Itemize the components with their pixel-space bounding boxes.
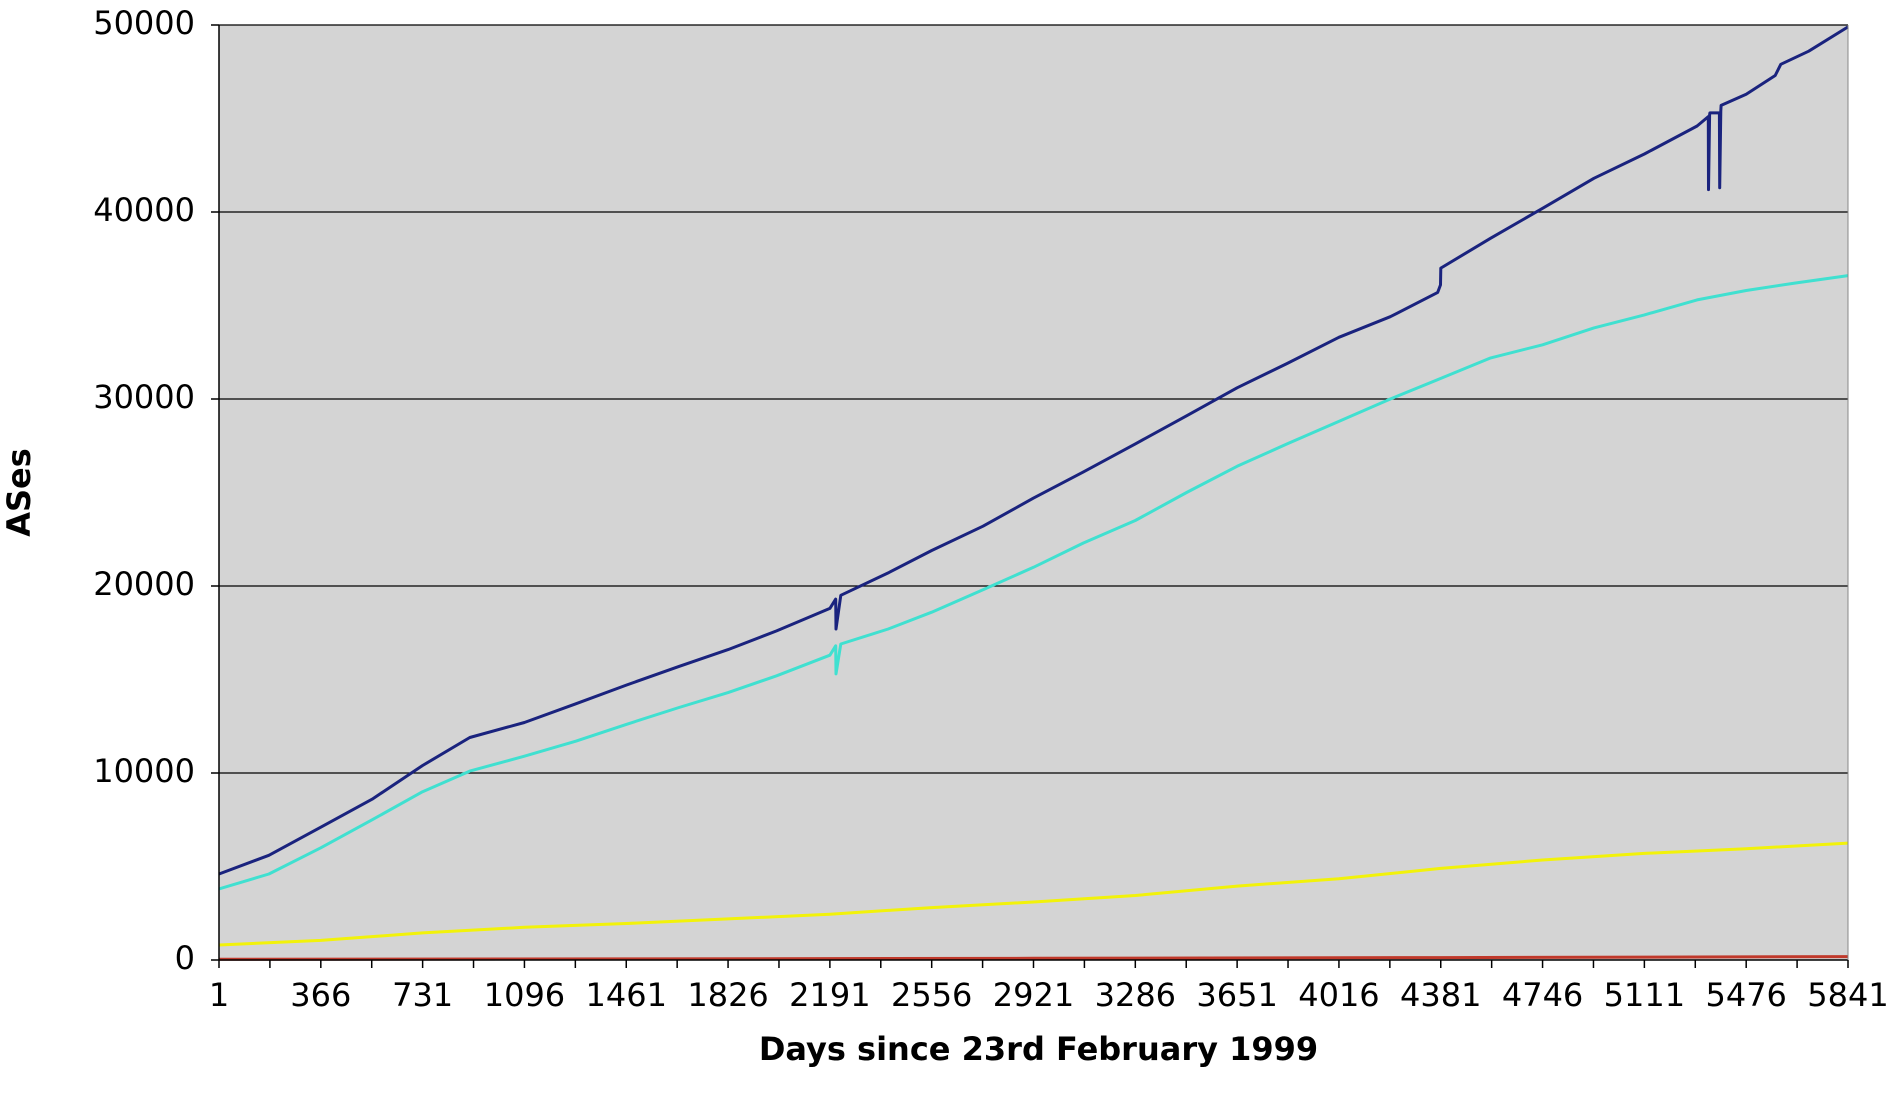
x-tick-label: 3286 bbox=[1095, 976, 1176, 1014]
x-tick-label: 1826 bbox=[687, 976, 768, 1014]
y-tick-label: 40000 bbox=[93, 191, 195, 229]
x-tick-label: 5476 bbox=[1705, 976, 1786, 1014]
series-line-1 bbox=[218, 25, 1849, 876]
y-tick-labels: 0 10000 20000 30000 40000 50000 bbox=[93, 4, 195, 977]
x-tick-label: 5841 bbox=[1807, 976, 1886, 1014]
x-tick-label: 2921 bbox=[993, 976, 1074, 1014]
y-tick-label: 10000 bbox=[93, 752, 195, 790]
x-tick-label: 731 bbox=[392, 976, 453, 1014]
x-tick-label: 3651 bbox=[1196, 976, 1277, 1014]
x-tick-label: 1 bbox=[209, 976, 229, 1014]
x-tick-label: 1461 bbox=[586, 976, 667, 1014]
x-tick-label: 366 bbox=[290, 976, 351, 1014]
x-tick-label: 4016 bbox=[1298, 976, 1379, 1014]
x-axis-title: Days since 23rd February 1999 bbox=[759, 1030, 1318, 1068]
y-tick-label: 30000 bbox=[93, 378, 195, 416]
series-line-3 bbox=[218, 841, 1849, 947]
x-tick-labels: 1 366 731 1096 1461 1826 2191 2556 2921 3286 3651 4… bbox=[209, 976, 1886, 1014]
x-tick-label: 4381 bbox=[1400, 976, 1481, 1014]
plot-area bbox=[219, 25, 1848, 960]
gridlines bbox=[211, 24, 1848, 961]
x-tick-label: 2556 bbox=[891, 976, 972, 1014]
y-axis-title: ASes bbox=[0, 448, 38, 537]
x-tick-label: 1096 bbox=[484, 976, 565, 1014]
y-tick-label: 20000 bbox=[93, 565, 195, 603]
axes bbox=[218, 25, 1849, 968]
x-tick-label: 5111 bbox=[1604, 976, 1685, 1014]
y-tick-label: 0 bbox=[175, 939, 195, 977]
series-lines bbox=[218, 25, 1849, 961]
x-tick-label: 4746 bbox=[1502, 976, 1583, 1014]
x-tick-label: 2191 bbox=[789, 976, 870, 1014]
y-tick-label: 50000 bbox=[93, 4, 195, 42]
series-line-2 bbox=[218, 274, 1849, 891]
series-line-4 bbox=[218, 955, 1849, 961]
